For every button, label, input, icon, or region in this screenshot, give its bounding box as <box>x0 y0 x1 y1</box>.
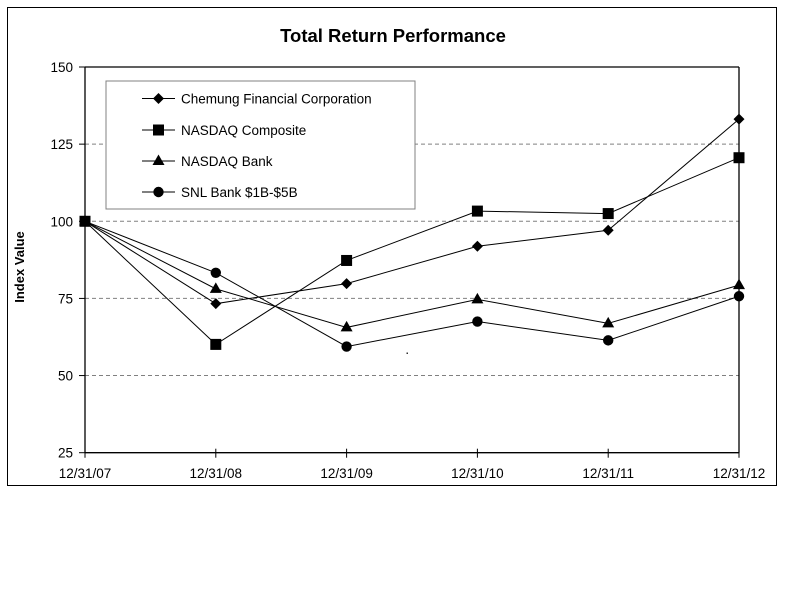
circle-marker-icon <box>472 316 483 327</box>
circle-marker-icon <box>341 341 352 352</box>
legend-item: Chemung Financial Corporation <box>142 92 372 107</box>
diamond-marker-icon <box>153 93 164 104</box>
chart-title: Total Return Performance <box>280 25 506 46</box>
series-line <box>84 118 740 305</box>
series-lines <box>84 118 740 348</box>
y-tick-label: 75 <box>58 291 73 306</box>
square-marker-icon <box>210 338 222 350</box>
triangle-marker-icon <box>733 278 745 290</box>
x-tick-label: 12/31/08 <box>190 466 243 481</box>
x-tick-label: 12/31/11 <box>582 466 634 481</box>
triangle-marker-icon <box>209 282 222 293</box>
x-tick-label: 12/31/07 <box>59 466 112 481</box>
triangle-marker-icon <box>340 320 353 332</box>
legend-item: NASDAQ Composite <box>142 123 306 138</box>
square-marker-icon <box>471 205 483 217</box>
legend-label: NASDAQ Bank <box>181 154 273 169</box>
circle-marker-icon <box>733 291 745 302</box>
series-line <box>84 157 740 346</box>
circle-marker-icon <box>210 267 221 279</box>
legend-item: NASDAQ Bank <box>142 154 273 169</box>
diamond-marker-icon <box>210 298 222 310</box>
triangle-marker-icon <box>152 154 165 165</box>
triangle-marker-icon <box>471 292 484 304</box>
circle-marker-icon <box>153 186 164 198</box>
y-tick-label: 50 <box>58 369 73 384</box>
square-marker-icon <box>733 152 745 164</box>
y-tick-label: 25 <box>58 446 73 461</box>
legend: Chemung Financial Corporation NASDAQ Comp… <box>105 80 416 210</box>
diamond-marker-icon <box>341 278 353 290</box>
square-marker-icon <box>153 124 164 136</box>
chart-frame <box>7 7 777 486</box>
legend-label: Chemung Financial Corporation <box>181 92 372 107</box>
diamond-marker-icon <box>733 113 745 125</box>
x-tick-label: 12/31/10 <box>451 466 504 481</box>
stray-pixel-artifact <box>406 352 408 354</box>
diamond-marker-icon <box>602 224 614 236</box>
series-markers <box>79 113 745 352</box>
circle-marker-icon <box>79 216 91 227</box>
series-line <box>84 220 740 348</box>
x-tick-label: 12/31/12 <box>713 466 766 481</box>
y-axis-ticks: 25 50 75 100 125 150 <box>50 60 85 461</box>
series-line <box>84 220 740 328</box>
triangle-marker-icon <box>602 316 615 328</box>
x-tick-label: 12/31/09 <box>320 466 373 481</box>
y-axis-title: Index Value <box>12 231 27 303</box>
square-marker-icon <box>341 254 353 266</box>
x-axis-ticks: 12/31/07 12/31/08 12/31/09 12/31/10 12/31/11… <box>59 448 766 481</box>
y-tick-label: 125 <box>50 137 73 152</box>
y-tick-label: 100 <box>50 214 73 229</box>
y-tick-label: 150 <box>50 60 73 75</box>
legend-item: SNL Bank $1B-$5B <box>142 185 298 200</box>
square-marker-icon <box>602 208 614 220</box>
axes <box>84 66 740 454</box>
legend-label: SNL Bank $1B-$5B <box>181 185 298 200</box>
legend-label: NASDAQ Composite <box>181 123 306 138</box>
diamond-marker-icon <box>471 240 483 252</box>
circle-marker-icon <box>603 335 614 346</box>
